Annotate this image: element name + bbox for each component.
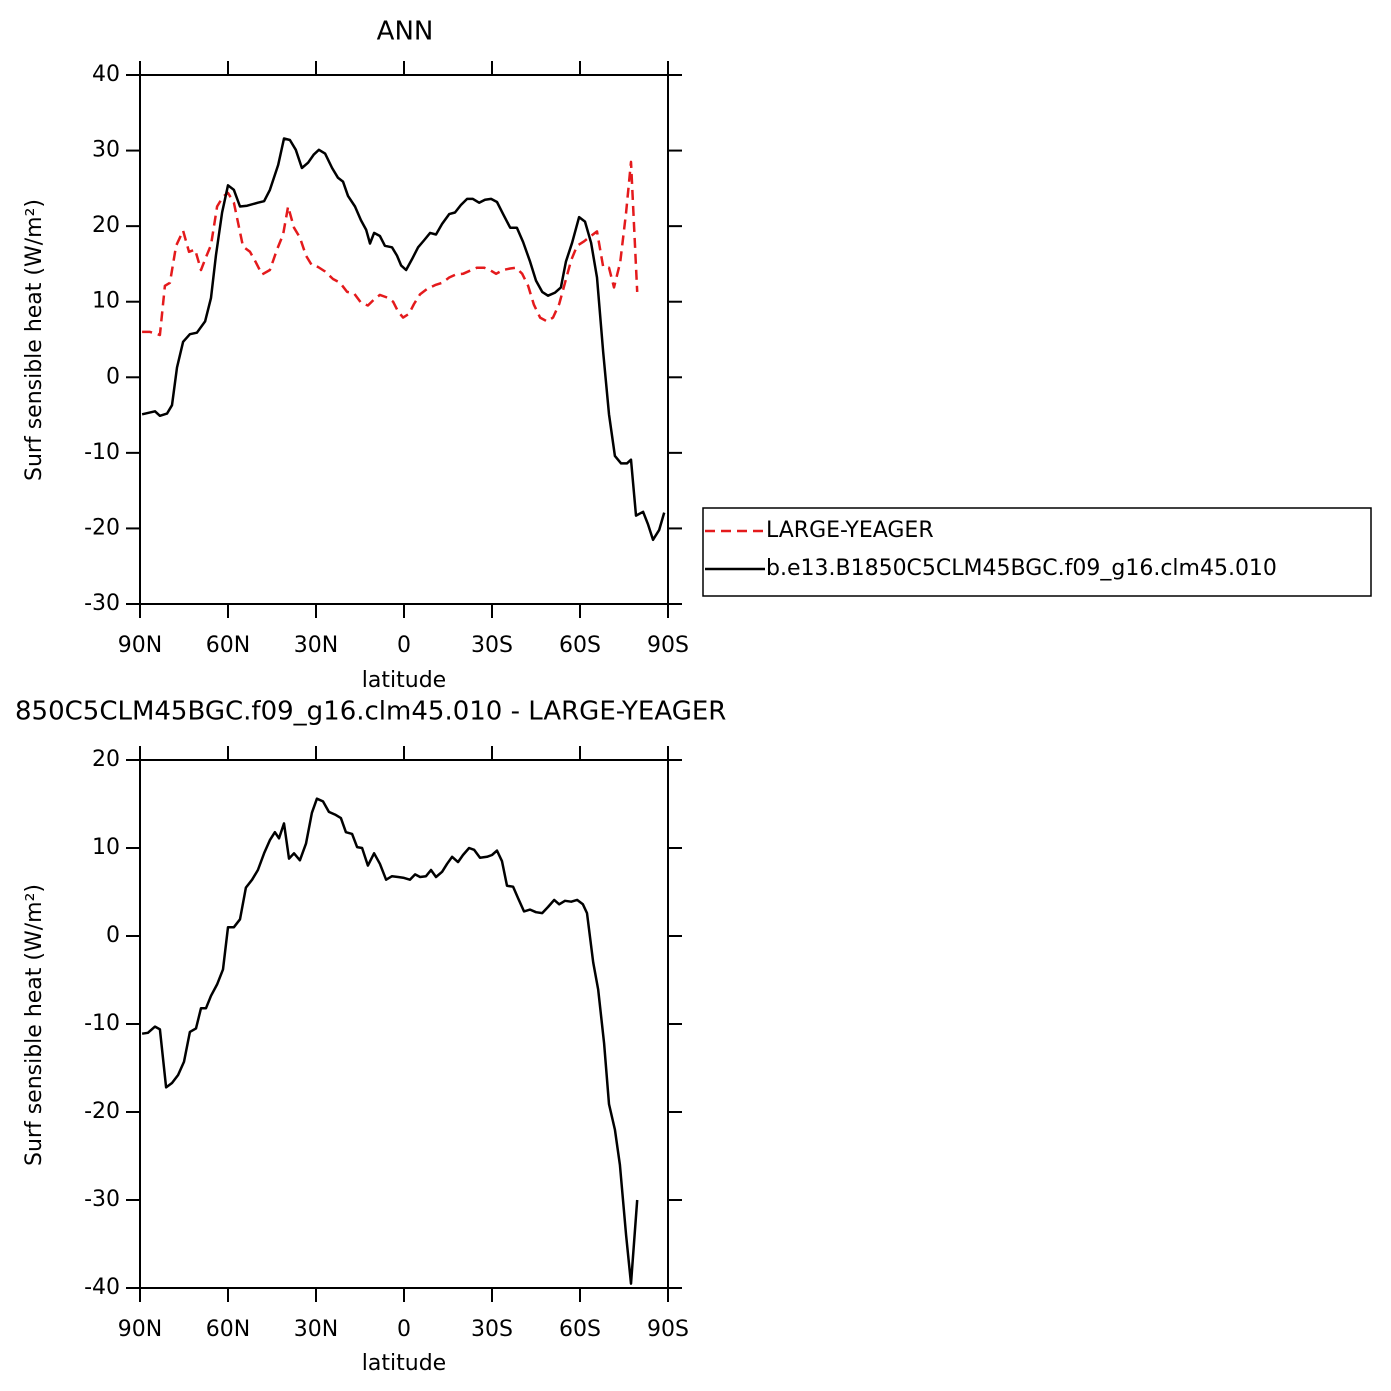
x-tick-label: 90S xyxy=(647,633,689,658)
x-tick-label: 60N xyxy=(206,1317,250,1342)
legend-box xyxy=(702,507,1372,597)
y-tick-label: -20 xyxy=(84,515,120,540)
data-line xyxy=(141,797,639,1285)
y-tick-label: -20 xyxy=(84,1099,120,1124)
y-tick-label: -10 xyxy=(84,1011,120,1036)
x-tick-label: 0 xyxy=(397,1317,411,1342)
x-axis-label: latitude xyxy=(362,668,446,693)
y-tick-label: 10 xyxy=(92,835,120,860)
x-tick-label: 60S xyxy=(559,1317,601,1342)
y-tick-label: 30 xyxy=(92,138,120,163)
legend-label: b.e13.B1850C5CLM45BGC.f09_g16.clm45.010 xyxy=(766,556,1277,581)
x-tick-label: 30S xyxy=(471,633,513,658)
x-tick-label: 60N xyxy=(206,633,250,658)
x-tick-label: 60S xyxy=(559,633,601,658)
x-tick-label: 30S xyxy=(471,1317,513,1342)
x-axis-label: latitude xyxy=(362,1351,446,1376)
y-axis-label: Surf sensible heat (W/m²) xyxy=(22,884,47,1166)
chart-title: ANN xyxy=(377,17,434,47)
plot-frame xyxy=(139,759,669,1289)
y-tick-label: -40 xyxy=(84,1275,120,1300)
y-tick-label: 10 xyxy=(92,289,120,314)
chart-title: 850C5CLM45BGC.f09_g16.clm45.010 - LARGE-… xyxy=(15,697,726,727)
data-line xyxy=(142,160,639,337)
x-tick-label: 0 xyxy=(397,633,411,658)
x-tick-label: 90N xyxy=(118,633,162,658)
x-tick-label: 90N xyxy=(118,1317,162,1342)
data-line xyxy=(141,137,666,542)
y-tick-label: 0 xyxy=(106,923,120,948)
y-tick-label: 0 xyxy=(106,364,120,389)
y-tick-label: -30 xyxy=(84,591,120,616)
y-tick-label: 20 xyxy=(92,747,120,772)
x-tick-label: 30N xyxy=(294,1317,338,1342)
y-tick-label: -10 xyxy=(84,440,120,465)
x-tick-label: 30N xyxy=(294,633,338,658)
x-tick-label: 90S xyxy=(647,1317,689,1342)
y-tick-label: 40 xyxy=(92,62,120,87)
plot-frame xyxy=(139,74,669,605)
legend-label: LARGE-YEAGER xyxy=(766,518,934,543)
y-tick-label: -30 xyxy=(84,1187,120,1212)
y-tick-label: 20 xyxy=(92,213,120,238)
y-axis-label: Surf sensible heat (W/m²) xyxy=(22,199,47,481)
